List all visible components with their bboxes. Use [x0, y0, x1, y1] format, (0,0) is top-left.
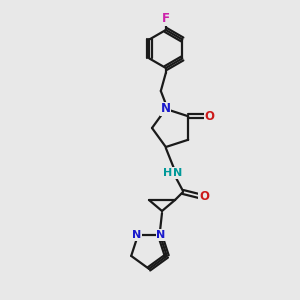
- Text: N: N: [132, 230, 142, 240]
- Text: F: F: [162, 13, 170, 26]
- Text: H: H: [164, 168, 172, 178]
- Text: O: O: [204, 110, 214, 123]
- Text: N: N: [173, 168, 183, 178]
- Text: N: N: [161, 103, 171, 116]
- Text: N: N: [156, 230, 166, 240]
- Text: O: O: [199, 190, 209, 202]
